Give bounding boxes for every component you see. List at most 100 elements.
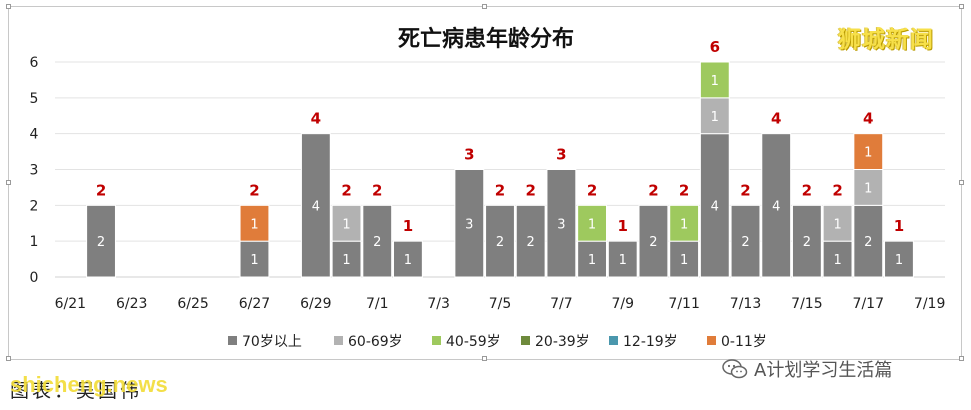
bar-segment: [577, 204, 607, 242]
segment-value-label: 1: [833, 253, 841, 268]
bar-segment: [822, 204, 853, 242]
resize-handle[interactable]: [959, 356, 964, 361]
legend-swatch: [521, 336, 530, 345]
bar-segment: [515, 204, 546, 278]
brand-logo-text: 狮城新闻: [838, 27, 934, 53]
x-tick-label: 6/21: [55, 296, 86, 312]
segment-value-label: 3: [465, 217, 473, 232]
segment-value-label: 2: [803, 235, 811, 250]
total-value-label: 1: [403, 217, 413, 235]
resize-handle[interactable]: [959, 4, 964, 9]
resize-handle[interactable]: [959, 180, 964, 185]
legend-label: 70岁以上: [242, 334, 302, 350]
total-value-label: 4: [311, 110, 321, 128]
x-tick-label: 7/3: [427, 296, 450, 312]
total-value-label: 2: [587, 181, 597, 199]
x-tick-label: 6/27: [239, 296, 270, 312]
segment-value-label: 1: [864, 146, 872, 161]
total-value-label: 2: [372, 181, 382, 199]
y-tick-label: 1: [30, 234, 39, 250]
legend-label: 40-59岁: [446, 334, 501, 350]
resize-handle[interactable]: [482, 4, 487, 9]
legend-swatch: [432, 336, 441, 345]
chart-title: 死亡病患年龄分布: [398, 26, 574, 52]
bar-segment: [86, 204, 116, 278]
x-tick-label: 6/25: [177, 296, 208, 312]
total-value-label: 2: [648, 181, 658, 199]
x-tick-label: 6/29: [300, 296, 331, 312]
bar-segment: [730, 204, 761, 278]
x-tick-label: 7/19: [914, 296, 945, 312]
resize-handle[interactable]: [6, 356, 11, 361]
bar-segment: [362, 204, 393, 278]
y-tick-label: 2: [30, 198, 39, 214]
chart-frame: [8, 6, 962, 360]
legend-swatch: [609, 336, 618, 345]
total-value-label: 3: [556, 146, 566, 164]
bar-segment: [485, 204, 515, 278]
segment-value-label: 1: [342, 217, 350, 232]
x-tick-label: 7/5: [489, 296, 512, 312]
bar-segment: [546, 169, 577, 278]
bar-segment: [638, 204, 669, 278]
y-tick-label: 3: [30, 163, 39, 179]
total-value-label: 2: [832, 181, 842, 199]
caption-area: [0, 362, 971, 410]
segment-value-label: 1: [250, 217, 258, 232]
resize-handle[interactable]: [482, 356, 487, 361]
segment-value-label: 4: [772, 199, 780, 214]
x-tick-label: 7/1: [366, 296, 389, 312]
total-value-label: 2: [525, 181, 535, 199]
segment-value-label: 1: [250, 253, 258, 268]
segment-value-label: 2: [496, 235, 504, 250]
bar-segment: [300, 133, 331, 278]
wechat-account-name: A计划学习生活篇: [754, 360, 893, 381]
legend-swatch: [707, 336, 716, 345]
x-tick-label: 7/17: [853, 296, 884, 312]
segment-value-label: 1: [711, 110, 719, 125]
bar-segment: [853, 133, 884, 171]
bar-segment: [393, 240, 423, 278]
bar-segment: [669, 204, 700, 242]
bar-segment: [331, 204, 362, 242]
segment-value-label: 2: [97, 235, 105, 250]
segment-value-label: 1: [588, 217, 596, 232]
total-value-label: 6: [710, 38, 720, 56]
resize-handle[interactable]: [6, 180, 11, 185]
bar-segment: [669, 240, 700, 278]
segment-value-label: 1: [588, 253, 596, 268]
total-value-label: 2: [495, 181, 505, 199]
segment-value-label: 2: [527, 235, 535, 250]
y-tick-label: 0: [30, 270, 39, 286]
x-tick-label: 7/7: [550, 296, 573, 312]
legend-label: 20-39岁: [535, 334, 590, 350]
segment-value-label: 2: [741, 235, 749, 250]
segment-value-label: 2: [864, 235, 872, 250]
total-value-label: 2: [341, 181, 351, 199]
bar-segment: [761, 133, 792, 278]
bar-segment: [577, 240, 607, 278]
wechat-account: A计划学习生活篇: [722, 356, 892, 382]
resize-handle[interactable]: [6, 4, 11, 9]
bar-segment: [853, 169, 884, 206]
source-caption: 图表：吴国伟: [10, 380, 143, 402]
total-value-label: 2: [96, 181, 106, 199]
x-tick-label: 7/9: [611, 296, 634, 312]
wechat-icon: [722, 359, 748, 379]
segment-value-label: 2: [649, 235, 657, 250]
total-value-label: 3: [464, 146, 474, 164]
segment-value-label: 1: [680, 217, 688, 232]
segment-value-label: 2: [373, 235, 381, 250]
total-value-label: 4: [771, 110, 781, 128]
total-value-label: 2: [249, 181, 259, 199]
legend-label: 0-11岁: [721, 334, 767, 350]
total-value-label: 1: [618, 217, 628, 235]
bar-segment: [454, 169, 485, 278]
total-value-label: 1: [894, 217, 904, 235]
segment-value-label: 4: [312, 199, 320, 214]
segment-value-label: 1: [619, 253, 627, 268]
bar-segment: [853, 204, 884, 278]
y-tick-label: 4: [30, 127, 39, 143]
bar-segment: [239, 204, 270, 242]
